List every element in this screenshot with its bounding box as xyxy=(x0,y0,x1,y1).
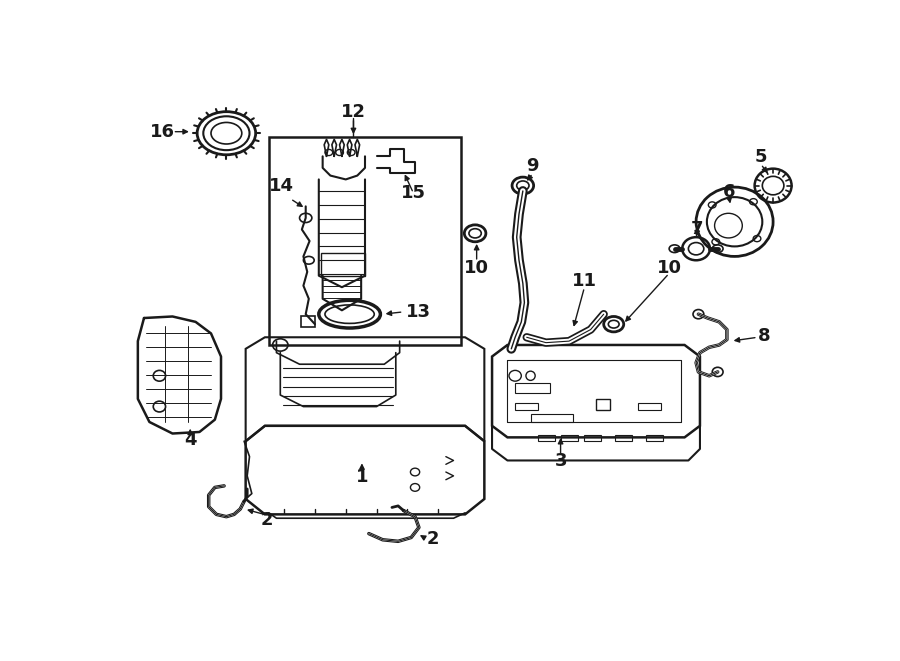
Text: 15: 15 xyxy=(401,184,426,202)
Text: 1: 1 xyxy=(356,469,368,486)
Text: 10: 10 xyxy=(464,259,490,277)
Bar xyxy=(584,435,601,442)
Bar xyxy=(638,403,662,410)
Text: 7: 7 xyxy=(690,219,703,238)
Bar xyxy=(515,383,550,393)
Text: 9: 9 xyxy=(526,157,539,175)
Text: 6: 6 xyxy=(723,182,735,201)
Text: 11: 11 xyxy=(572,272,597,290)
Bar xyxy=(596,399,610,410)
Bar xyxy=(515,403,538,410)
Text: 2: 2 xyxy=(427,530,439,548)
Text: 10: 10 xyxy=(657,259,681,277)
Text: 5: 5 xyxy=(754,148,767,166)
Text: 4: 4 xyxy=(184,431,196,449)
Text: 14: 14 xyxy=(268,176,293,194)
Text: 12: 12 xyxy=(341,102,366,121)
Bar xyxy=(321,253,365,276)
Text: 13: 13 xyxy=(407,303,431,321)
Bar xyxy=(616,435,632,442)
Bar xyxy=(269,137,461,345)
Bar xyxy=(562,435,579,442)
Text: 3: 3 xyxy=(554,452,567,470)
Text: 16: 16 xyxy=(150,123,175,141)
Bar xyxy=(530,414,573,422)
Text: 8: 8 xyxy=(758,327,770,345)
Bar xyxy=(302,317,315,327)
Text: 2: 2 xyxy=(261,511,274,529)
Bar xyxy=(646,435,663,442)
Bar xyxy=(538,435,555,442)
